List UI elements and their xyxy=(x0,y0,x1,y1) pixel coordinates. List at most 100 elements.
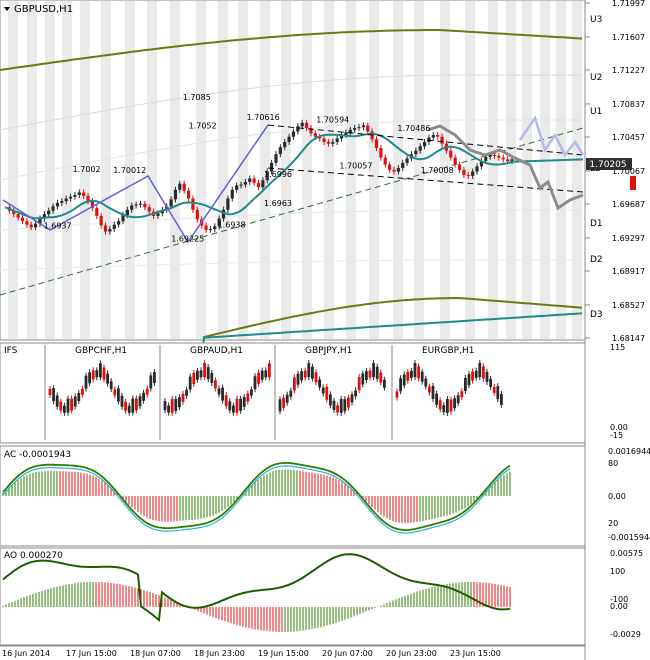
time-tick-label: 18 Jun 23:00 xyxy=(194,649,245,658)
candle-body xyxy=(436,134,440,137)
candle-body xyxy=(309,128,313,134)
ifs-body xyxy=(59,401,63,411)
candle-body xyxy=(156,213,160,216)
ifs-body xyxy=(350,394,354,403)
session-stripe xyxy=(80,1,90,339)
ifs-body xyxy=(343,399,347,412)
session-stripe xyxy=(522,1,532,339)
ifs-body xyxy=(52,388,55,402)
ifs-body xyxy=(449,399,453,412)
main-price-panel[interactable]: 1.7002 1.70012 1.6937 1.7085 1.7052 1.70616 1.… xyxy=(0,0,586,401)
moving-average-line xyxy=(4,132,584,220)
candle-body xyxy=(353,128,357,130)
ifs-body xyxy=(379,372,383,383)
ifs-body xyxy=(402,374,406,386)
session-stripe xyxy=(260,1,270,339)
menu-triangle-icon[interactable] xyxy=(4,7,10,11)
ao-tick-label: 0.00575 xyxy=(610,549,643,558)
ifs-body xyxy=(311,366,314,379)
ao-panel[interactable]: AO 0.000270 xyxy=(0,547,586,646)
ifs-body xyxy=(81,388,84,395)
candle-body xyxy=(12,210,16,215)
candle-body xyxy=(25,221,29,225)
ifs-body xyxy=(399,378,402,392)
ifs-body xyxy=(296,373,300,385)
ac-panel[interactable]: AC -0.0001943 xyxy=(0,445,586,547)
candle-body xyxy=(475,166,479,172)
candle-body xyxy=(73,195,77,197)
ifs-title: IFS xyxy=(4,346,18,356)
ifs-panel[interactable]: IFS GBPCHF,H1 GBPAUD,H1 GBPJPY,H1 EURGBP,H1 xyxy=(0,342,586,444)
candle-body xyxy=(339,134,344,139)
candle-body xyxy=(82,192,86,196)
candle-body xyxy=(239,184,243,186)
candle-body xyxy=(217,218,221,227)
ifs-body xyxy=(318,379,321,388)
candle-body xyxy=(374,139,379,149)
ifs-body xyxy=(117,388,120,402)
candle-body xyxy=(366,125,370,132)
candle-body xyxy=(55,202,60,207)
ifs-body xyxy=(84,375,88,389)
ifs-body xyxy=(438,400,442,410)
candle-body xyxy=(427,137,431,142)
candle-body xyxy=(405,158,409,163)
candle-body xyxy=(379,148,383,158)
ifs-body xyxy=(228,401,232,411)
level-label: U1 xyxy=(590,107,602,117)
ac-indicator xyxy=(2,461,511,534)
ifs-body xyxy=(77,393,81,402)
session-stripe xyxy=(196,1,206,339)
candle-body xyxy=(178,183,182,190)
ifs-body xyxy=(232,405,235,413)
price-annotation: 1.6938 xyxy=(218,221,246,230)
candle-body xyxy=(77,192,81,196)
price-overlays: 1.7002 1.70012 1.6937 1.7085 1.7052 1.70616 1.… xyxy=(0,93,585,296)
ifs-body xyxy=(329,394,332,406)
ac-tick-label: 20 xyxy=(608,519,618,528)
candle-body xyxy=(318,136,322,139)
ifs-body xyxy=(406,371,410,381)
price-tick-label: 1.70457 xyxy=(612,133,645,142)
ifs-body xyxy=(482,366,485,379)
session-stripe xyxy=(346,1,356,339)
price-annotation: 1.7052 xyxy=(189,122,217,131)
time-tick-label: 19 Jun 15:00 xyxy=(258,649,309,658)
ifs-body xyxy=(431,385,435,399)
ac-signal-line xyxy=(2,465,511,534)
ao-tick-label: -0.0029 xyxy=(610,630,641,639)
level-label: U2 xyxy=(590,73,602,83)
ifs-body xyxy=(142,392,145,401)
price-tick-label: 1.69297 xyxy=(612,234,645,243)
candle-body xyxy=(33,223,38,228)
session-stripe xyxy=(540,1,550,339)
level-label: D2 xyxy=(590,255,603,265)
price-tick-label: 1.70067 xyxy=(612,167,645,176)
band-lower-1 xyxy=(0,209,582,231)
candle-body xyxy=(401,162,405,169)
ifs-body xyxy=(66,398,70,413)
session-stripe xyxy=(170,1,180,339)
ifs-body xyxy=(73,396,77,407)
price-annotation: 1.6963 xyxy=(264,199,292,208)
candle-body xyxy=(108,228,112,232)
candle-body xyxy=(29,224,33,228)
ifs-body xyxy=(102,367,106,380)
candle-body xyxy=(138,203,143,205)
projection-lavender xyxy=(518,115,585,158)
price-annotation: 1.70486 xyxy=(397,124,430,133)
candle-body xyxy=(322,138,326,142)
session-stripe xyxy=(125,1,135,339)
ifs-body xyxy=(99,363,102,378)
ifs-body xyxy=(492,386,496,393)
ifs-body xyxy=(196,370,199,380)
candle-body xyxy=(117,221,121,225)
ifs-body xyxy=(435,393,438,405)
candle-body xyxy=(304,122,309,129)
session-stripe xyxy=(302,1,312,339)
ifs-axis: 115 0.00-15 xyxy=(610,343,628,440)
candle-body xyxy=(479,161,484,167)
ifs-body xyxy=(181,393,185,402)
candle-body xyxy=(361,125,365,128)
